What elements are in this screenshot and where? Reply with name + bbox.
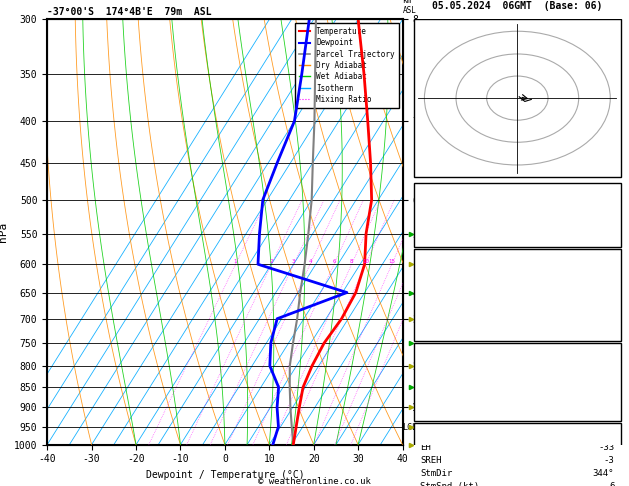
- Text: Lifted Index: Lifted Index: [420, 386, 485, 396]
- Legend: Temperature, Dewpoint, Parcel Trajectory, Dry Adiabat, Wet Adiabat, Isotherm, Mi: Temperature, Dewpoint, Parcel Trajectory…: [295, 23, 399, 107]
- Text: Dewp (°C): Dewp (°C): [420, 280, 469, 290]
- Text: Lifted Index: Lifted Index: [420, 305, 485, 314]
- Text: Totals Totals: Totals Totals: [420, 214, 490, 223]
- Text: km
ASL: km ASL: [403, 0, 416, 15]
- Text: CAPE (J): CAPE (J): [420, 318, 464, 327]
- Text: 310: 310: [598, 293, 615, 302]
- Text: θₑ(K): θₑ(K): [420, 293, 447, 302]
- Text: 344°: 344°: [593, 469, 615, 478]
- Text: -33: -33: [598, 443, 615, 451]
- Text: 4: 4: [609, 305, 615, 314]
- Text: CAPE (J): CAPE (J): [420, 399, 464, 408]
- X-axis label: Dewpoint / Temperature (°C): Dewpoint / Temperature (°C): [145, 470, 304, 480]
- Text: StmSpd (kt): StmSpd (kt): [420, 483, 479, 486]
- Text: 6: 6: [332, 259, 336, 264]
- Text: 1: 1: [234, 259, 237, 264]
- Text: 0: 0: [609, 318, 615, 327]
- Bar: [414, 183, 621, 247]
- Text: Hodograph: Hodograph: [493, 428, 542, 437]
- Bar: [414, 249, 621, 341]
- Text: 310: 310: [598, 374, 615, 383]
- Text: Most Unstable: Most Unstable: [482, 347, 552, 356]
- Text: LCL: LCL: [403, 423, 418, 432]
- Bar: [414, 423, 621, 486]
- Text: -3: -3: [604, 456, 615, 465]
- Text: 2: 2: [609, 330, 615, 339]
- Text: -37°00'S  174°4B'E  79m  ASL: -37°00'S 174°4B'E 79m ASL: [47, 7, 212, 17]
- Text: EH: EH: [420, 443, 431, 451]
- FancyBboxPatch shape: [414, 19, 621, 177]
- Text: StmDir: StmDir: [420, 469, 453, 478]
- Text: Pressure (mb): Pressure (mb): [420, 362, 490, 371]
- Text: 8: 8: [350, 259, 353, 264]
- Text: 2: 2: [270, 259, 273, 264]
- Text: 2.18: 2.18: [593, 234, 615, 243]
- Text: 3: 3: [292, 259, 296, 264]
- Text: 26: 26: [604, 194, 615, 203]
- Text: 05.05.2024  06GMT  (Base: 06): 05.05.2024 06GMT (Base: 06): [432, 1, 603, 11]
- Bar: [414, 343, 621, 421]
- Text: CIN (J): CIN (J): [420, 330, 458, 339]
- Text: © weatheronline.co.uk: © weatheronline.co.uk: [258, 477, 371, 486]
- Text: 3: 3: [609, 386, 615, 396]
- Text: 0: 0: [609, 411, 615, 420]
- Text: 750: 750: [598, 362, 615, 371]
- Text: Temp (°C): Temp (°C): [420, 268, 469, 277]
- Text: θₑ (K): θₑ (K): [420, 374, 453, 383]
- Text: 15.4: 15.4: [593, 268, 615, 277]
- Y-axis label: Mixing Ratio (g/kg): Mixing Ratio (g/kg): [420, 185, 429, 279]
- Text: 10: 10: [362, 259, 369, 264]
- Text: 6: 6: [609, 483, 615, 486]
- Text: 0: 0: [609, 399, 615, 408]
- Y-axis label: hPa: hPa: [0, 222, 8, 242]
- Text: K: K: [420, 194, 426, 203]
- Text: PW (cm): PW (cm): [420, 234, 458, 243]
- Text: Surface: Surface: [499, 253, 536, 262]
- Text: 10.8: 10.8: [593, 280, 615, 290]
- Text: CIN (J): CIN (J): [420, 411, 458, 420]
- Text: 15: 15: [388, 259, 395, 264]
- Text: kt: kt: [420, 24, 430, 33]
- Text: 45: 45: [604, 214, 615, 223]
- Text: 4: 4: [308, 259, 312, 264]
- Text: SREH: SREH: [420, 456, 442, 465]
